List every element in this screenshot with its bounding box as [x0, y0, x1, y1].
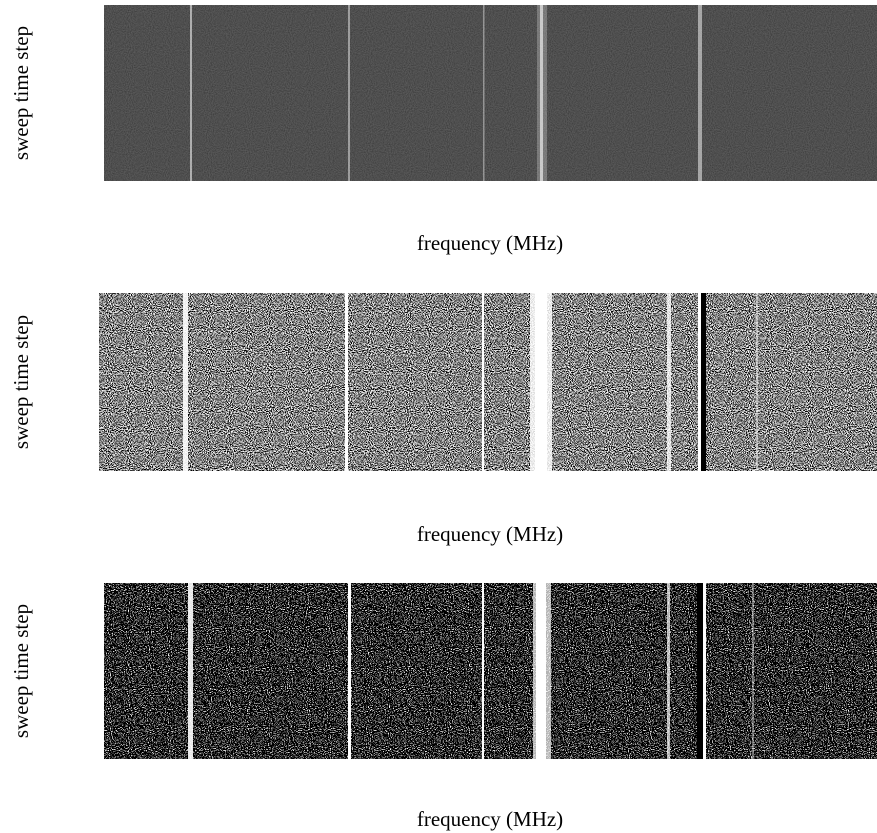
- line-mark: [482, 583, 484, 759]
- line-mark: [183, 293, 188, 471]
- noise: [99, 293, 877, 471]
- noise: [104, 5, 877, 181]
- line-mark: [482, 293, 484, 471]
- gap: [701, 293, 706, 471]
- line-mark: [698, 293, 701, 471]
- signal-lines: [188, 583, 754, 759]
- line-mark: [348, 5, 350, 181]
- line-mark: [752, 583, 754, 759]
- line-mark: [345, 293, 348, 471]
- line-mark: [703, 583, 706, 759]
- line-mark: [483, 5, 485, 181]
- signal-lines: [190, 5, 702, 181]
- noise: [104, 583, 877, 759]
- line-mark: [536, 583, 546, 759]
- y-label: sweep time step: [9, 315, 33, 449]
- line-mark: [188, 583, 193, 759]
- panel: sweep time step frequency (MHz): [9, 5, 877, 255]
- line-mark: [698, 5, 702, 181]
- line-mark: [667, 293, 671, 471]
- line-mark: [348, 583, 351, 759]
- y-label: sweep time step: [9, 26, 33, 160]
- line-mark: [535, 293, 547, 471]
- panel: sweep time step frequency (MHz): [9, 583, 877, 831]
- signal-lines: [183, 293, 758, 471]
- line-mark: [190, 5, 192, 181]
- x-label: frequency (MHz): [417, 522, 563, 546]
- line-mark: [540, 5, 543, 181]
- line-mark: [667, 583, 670, 759]
- gap: [697, 583, 703, 759]
- x-label: frequency (MHz): [417, 231, 563, 255]
- panel: sweep time step frequency (MHz): [9, 293, 877, 546]
- x-label: frequency (MHz): [417, 807, 563, 831]
- y-label: sweep time step: [9, 604, 33, 738]
- line-mark: [756, 293, 758, 471]
